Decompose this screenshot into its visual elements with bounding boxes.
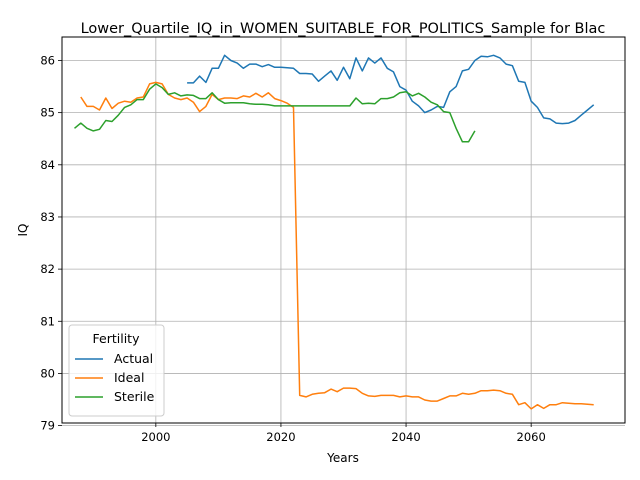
series-line-actual [187, 54, 595, 125]
y-tick-label: 86 [40, 53, 55, 67]
legend-title: Fertility [93, 331, 141, 346]
y-tick-label: 83 [40, 210, 55, 224]
y-tick-label: 84 [40, 158, 55, 172]
x-axis-label: Years [326, 451, 359, 465]
series-line-ideal [80, 81, 594, 410]
x-tick-label: 2040 [391, 430, 420, 444]
y-tick-label: 82 [40, 262, 55, 276]
y-tick-label: 79 [40, 419, 55, 433]
legend-label-sterile: Sterile [114, 389, 155, 404]
x-axis: 2000 2020 2040 2060 [141, 423, 546, 444]
x-tick-label: 2020 [266, 430, 295, 444]
y-tick-label: 85 [40, 106, 55, 120]
plot-frame [61, 36, 626, 424]
series-line-sterile [74, 83, 476, 143]
y-axis-label: IQ [16, 224, 30, 237]
y-tick-label: 81 [40, 314, 55, 328]
x-tick-label: 2060 [517, 430, 546, 444]
legend-box [68, 324, 165, 417]
y-axis: 79 80 81 82 83 84 85 86 [40, 53, 62, 433]
y-tick-label: 80 [40, 366, 55, 380]
series-layer [74, 54, 595, 410]
grid-lines [62, 37, 625, 427]
legend-label-actual: Actual [114, 351, 153, 366]
x-tick-label: 2000 [141, 430, 170, 444]
legend-label-ideal: Ideal [114, 370, 144, 385]
chart-title: Lower_Quartile_IQ_in_WOMEN_SUITABLE_FOR_… [81, 21, 606, 37]
legend: Fertility Actual Ideal Sterile [68, 324, 165, 417]
